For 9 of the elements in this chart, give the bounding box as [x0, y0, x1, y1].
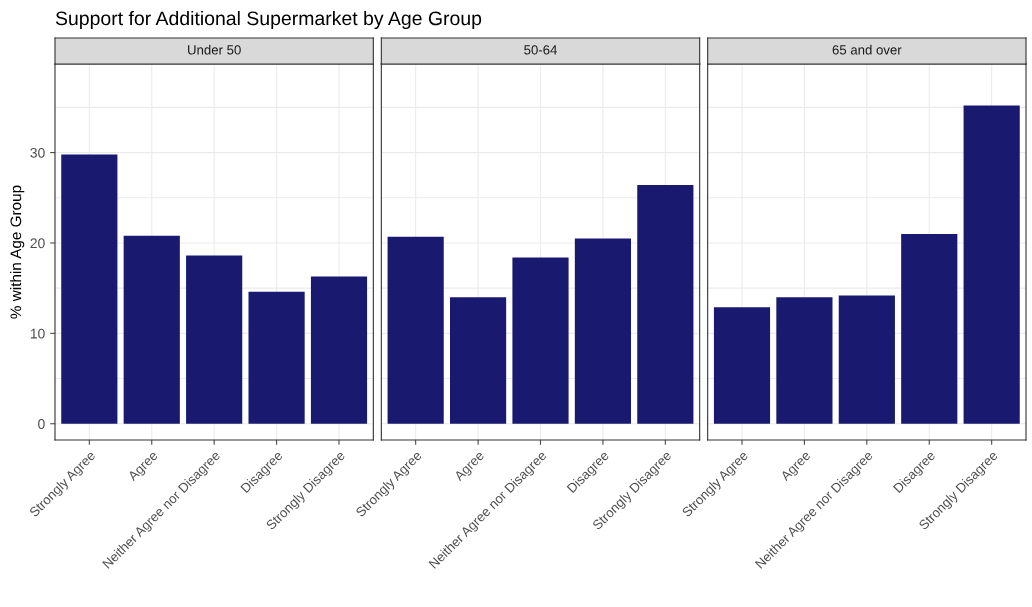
chart-subtitle: 50-64 [524, 45, 557, 55]
y-tick-label: 20 [30, 238, 45, 249]
y-axis-title: % within Age Group [10, 185, 25, 319]
chart-title: Support for Additional Supermarket by Age Group [55, 10, 482, 30]
y-tick-label: 10 [30, 328, 45, 339]
chart-subtitle: 65 and over [832, 44, 902, 55]
chart-subtitle: Under 50 [188, 44, 241, 55]
y-tick-label: 0 [38, 419, 45, 429]
y-tick-label: 30 [30, 147, 45, 158]
